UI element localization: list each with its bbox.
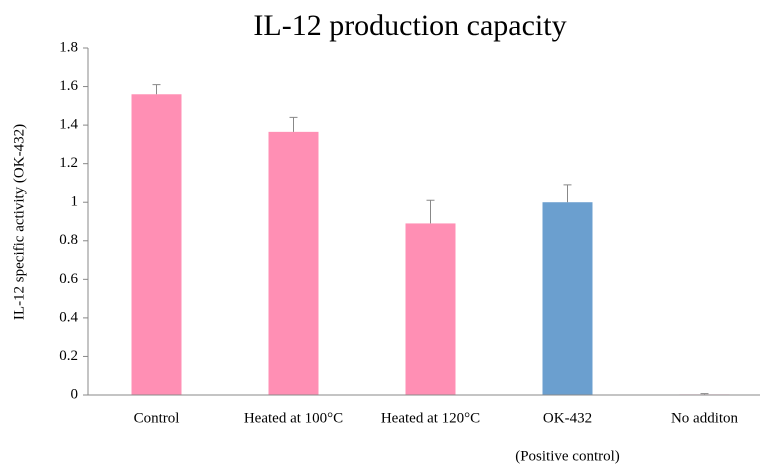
- error-bar: [700, 393, 709, 395]
- x-tick-label: Control: [134, 410, 180, 426]
- bar: [542, 202, 593, 395]
- bar: [268, 131, 319, 395]
- y-tick-label: 0.4: [59, 309, 78, 325]
- y-tick-label: 1: [71, 194, 79, 210]
- x-tick-label: Heated at 100°C: [244, 410, 343, 426]
- y-tick-label: 1.4: [59, 117, 78, 133]
- y-axis-label: IL-12 specific activity (OK-432): [11, 124, 27, 320]
- bar: [131, 94, 182, 396]
- bar: [405, 223, 456, 395]
- error-bar: [563, 184, 572, 203]
- y-tick-label: 1.8: [59, 39, 78, 55]
- chart-title: IL-12 production capacity: [253, 9, 566, 42]
- y-tick-label: 0.6: [59, 271, 78, 287]
- y-tick-label: 1.6: [59, 78, 78, 94]
- y-tick-label: 0.8: [59, 232, 78, 248]
- error-bar: [426, 199, 435, 224]
- x-tick-label: Heated at 120°C: [381, 410, 480, 426]
- y-tick-label: 0: [71, 386, 79, 402]
- x-tick-label: No additon: [671, 410, 739, 426]
- y-tick-label: 0.2: [59, 348, 78, 364]
- error-bar: [152, 84, 161, 95]
- x-tick-note: (Positive control): [515, 448, 620, 464]
- y-tick-label: 1.2: [59, 155, 78, 171]
- x-tick-label: OK-432: [543, 410, 592, 426]
- error-bar: [289, 116, 298, 132]
